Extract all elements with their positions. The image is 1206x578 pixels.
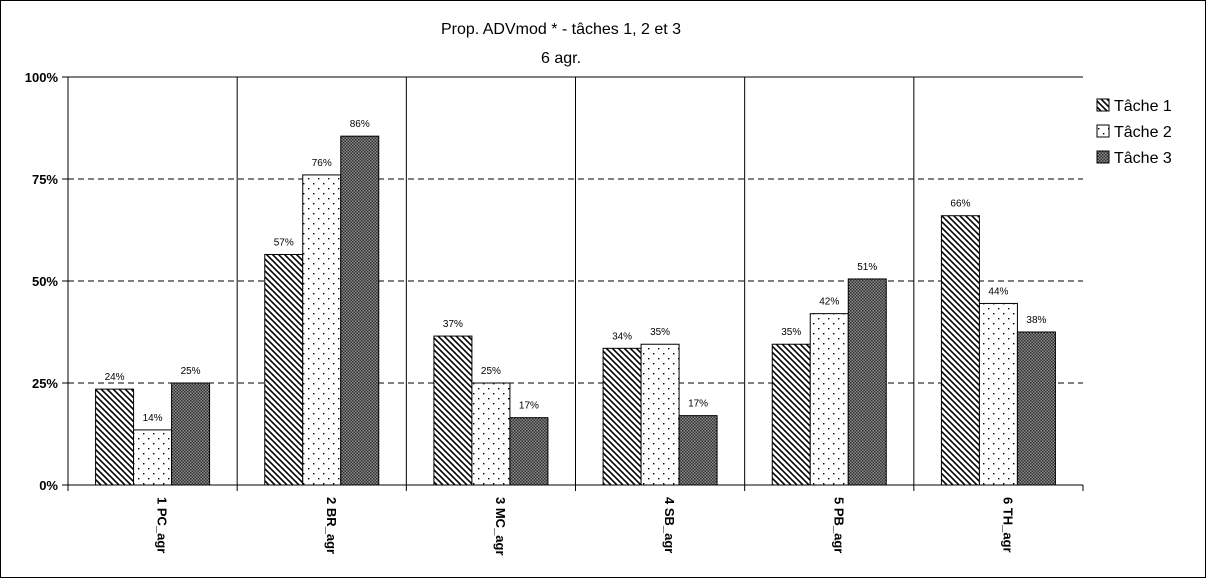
data-label: 17% <box>688 399 708 410</box>
axis-layer <box>62 76 1084 491</box>
chart-subtitle: 6 agr. <box>541 50 581 67</box>
bar <box>847 278 887 486</box>
legend-label: Tâche 3 <box>1114 150 1172 167</box>
legend-swatch <box>1096 150 1110 164</box>
bar <box>433 335 473 486</box>
bar <box>678 415 718 486</box>
bar <box>471 382 511 486</box>
legend: Tâche 1 Tâche 2 Tâche 3 <box>1096 98 1172 167</box>
y-tick-label: 50% <box>32 274 58 289</box>
data-label: 24% <box>105 372 125 383</box>
bar <box>640 343 680 486</box>
data-label: 34% <box>612 331 632 342</box>
data-label: 38% <box>1026 315 1046 326</box>
y-tick-label: 75% <box>32 172 58 187</box>
bar <box>771 343 811 486</box>
x-tick-label: 2 BR_agr <box>324 497 339 554</box>
data-label: 57% <box>274 237 294 248</box>
data-label: 35% <box>650 327 670 338</box>
labels-layer: 0% 25% 50% 75% 100% 24% 14% 25% 1 PC_agr 57% 76% 86… <box>25 70 1047 556</box>
data-label: 44% <box>988 286 1008 297</box>
bar <box>264 253 304 486</box>
bar <box>1016 331 1056 486</box>
y-tick-label: 0% <box>39 478 58 493</box>
bar <box>809 313 849 486</box>
x-tick-label: 6 TH_agr <box>1000 497 1015 553</box>
y-tick-label: 100% <box>25 70 59 85</box>
legend-label: Tâche 1 <box>1114 98 1172 115</box>
bar <box>95 388 135 486</box>
bar <box>940 215 980 486</box>
data-label: 76% <box>312 158 332 169</box>
legend-swatch <box>1096 98 1110 112</box>
bar <box>978 302 1018 486</box>
data-label: 25% <box>181 366 201 377</box>
data-label: 14% <box>143 413 163 424</box>
x-tick-label: 4 SB_agr <box>662 497 677 553</box>
bar <box>602 347 642 486</box>
data-label: 66% <box>950 199 970 210</box>
chart-title: Prop. ADVmod * - tâches 1, 2 et 3 <box>441 21 681 38</box>
legend-swatch <box>1096 124 1110 138</box>
x-tick-label: 5 PB_agr <box>831 497 846 553</box>
bar <box>302 174 342 486</box>
grid-layer <box>68 76 1083 485</box>
x-tick-label: 3 MC_agr <box>493 497 508 556</box>
bar <box>171 382 211 486</box>
legend-label: Tâche 2 <box>1114 124 1172 141</box>
x-tick-label: 1 PC_agr <box>155 497 170 553</box>
bar <box>133 429 173 486</box>
data-label: 35% <box>781 327 801 338</box>
bar <box>340 135 380 486</box>
data-label: 25% <box>481 366 501 377</box>
data-label: 86% <box>350 119 370 130</box>
data-label: 51% <box>857 262 877 273</box>
data-label: 37% <box>443 319 463 330</box>
y-tick-label: 25% <box>32 376 58 391</box>
data-label: 42% <box>819 297 839 308</box>
bars-layer <box>95 135 1056 486</box>
data-label: 17% <box>519 401 539 412</box>
bar <box>509 417 549 486</box>
